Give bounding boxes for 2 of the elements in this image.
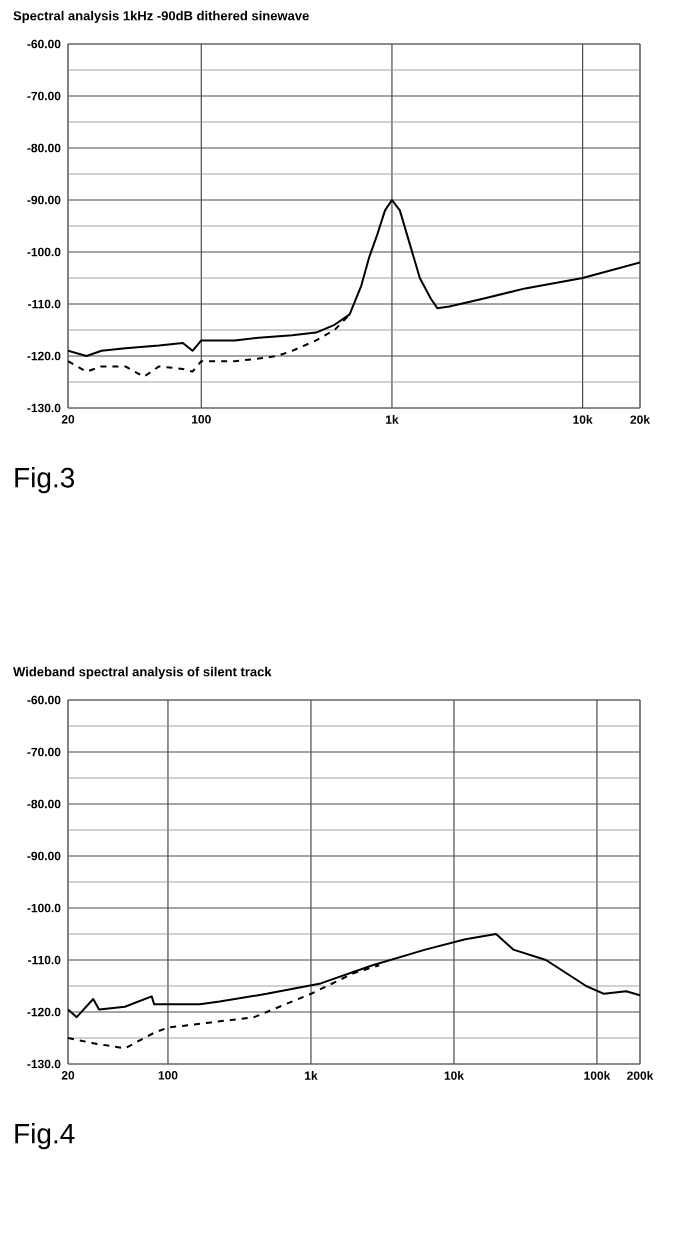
caption: Fig.3	[15, 467, 75, 494]
caption: Fig.4	[15, 1123, 75, 1150]
